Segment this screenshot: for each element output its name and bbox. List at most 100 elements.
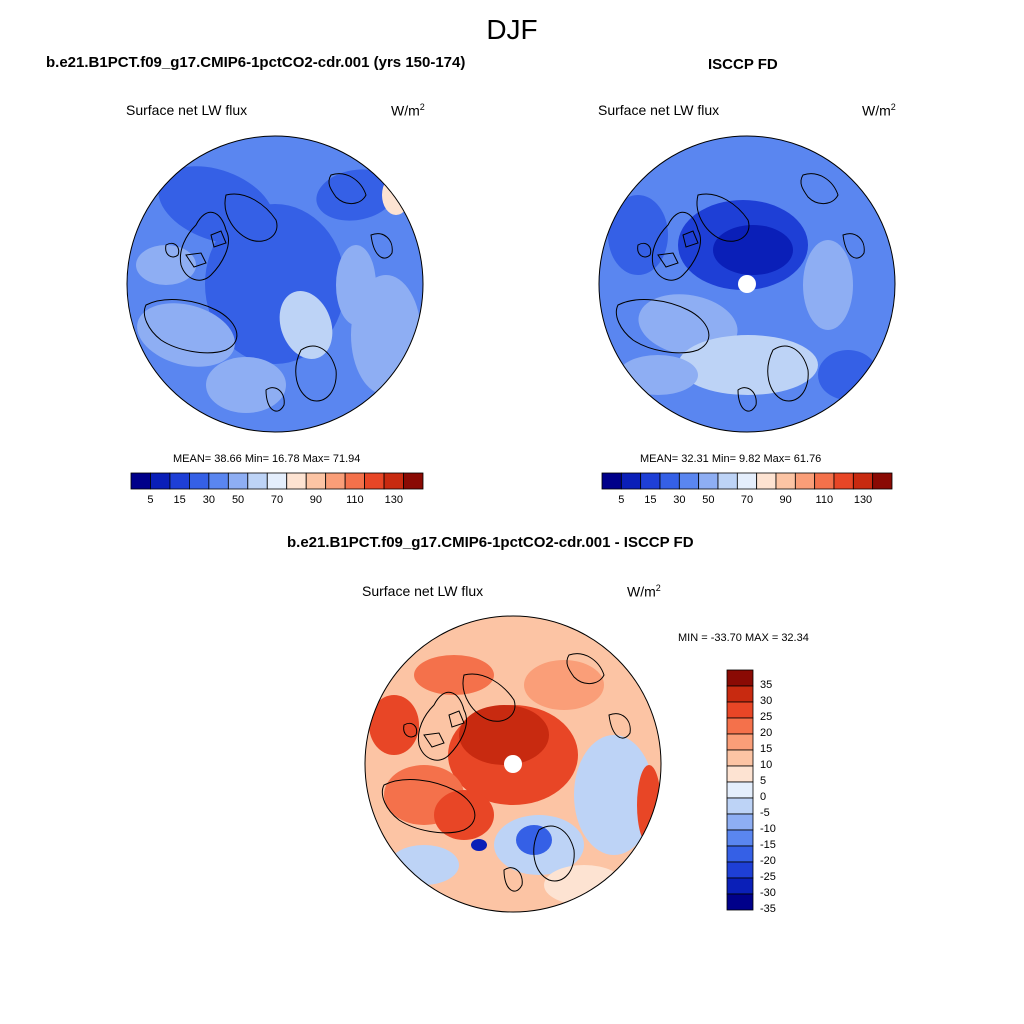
colorbar-swatch xyxy=(601,472,622,490)
colorbar-tick-label: 5 xyxy=(618,494,625,506)
coastline xyxy=(165,242,180,258)
map-boundary xyxy=(364,615,662,913)
colorbar-swatch xyxy=(130,472,151,490)
coastline xyxy=(566,653,605,684)
field-blob xyxy=(369,695,419,755)
field-blob xyxy=(434,790,494,840)
colorbar-swatch xyxy=(620,472,642,490)
coastline xyxy=(143,299,238,354)
coastline xyxy=(403,722,418,738)
colorbar-tick-label: 90 xyxy=(309,494,323,506)
coastline xyxy=(381,779,476,834)
colorbar-swatch xyxy=(305,472,327,490)
colorbar-tick-label: 0 xyxy=(760,791,767,803)
colorbar-swatch xyxy=(266,472,288,490)
colorbar-swatch xyxy=(726,717,754,735)
coastline xyxy=(224,193,278,242)
figure-title: DJF xyxy=(486,14,538,45)
coastline xyxy=(533,825,575,882)
coastline xyxy=(615,299,710,354)
diff-panel-title: b.e21.B1PCT.f09_g17.CMIP6-1pctCO2-cdr.00… xyxy=(287,534,694,551)
map-boundary xyxy=(126,135,424,433)
colorbar-tick-label: 30 xyxy=(673,494,686,506)
coastline xyxy=(210,230,227,248)
colorbar-tick-label: 50 xyxy=(702,494,715,506)
field-blob xyxy=(713,225,793,275)
colorbar-tick-label: 90 xyxy=(779,494,792,506)
pole-hole xyxy=(738,275,756,293)
coastline xyxy=(423,732,445,748)
colorbar-swatch xyxy=(775,472,796,490)
diff-colorbar-labels: 35 30 25 20 15 10 5 0 -5 -10 -15 -20 -25 -30 -35 xyxy=(760,670,800,915)
colorbar-swatch xyxy=(726,733,754,751)
colorbar-swatch xyxy=(726,877,754,895)
model-polar-map xyxy=(126,135,424,433)
field-blob xyxy=(803,240,853,330)
coastline xyxy=(462,673,516,722)
colorbar-swatch xyxy=(726,781,754,799)
model-unit-label: W/m2 xyxy=(391,102,425,119)
field-blob xyxy=(414,655,494,695)
coastline xyxy=(737,387,757,412)
colorbar-swatch xyxy=(344,472,365,490)
coastline xyxy=(696,193,750,242)
field-blob xyxy=(382,175,410,215)
colorbar-swatch xyxy=(189,472,210,490)
colorbar-swatch xyxy=(726,669,754,687)
field-blob xyxy=(137,303,235,367)
colorbar-swatch xyxy=(726,861,754,879)
colorbar-swatch xyxy=(726,829,754,847)
colorbar-tick-label: 5 xyxy=(147,494,154,506)
field-blob xyxy=(637,765,661,845)
coastline xyxy=(608,713,631,739)
colorbar-tick-label: 50 xyxy=(231,494,245,506)
colorbar-swatch xyxy=(794,472,816,490)
colorbar-swatch xyxy=(169,472,190,490)
colorbar-tick-label: 130 xyxy=(853,494,873,506)
coastline xyxy=(800,173,839,204)
coastline xyxy=(767,345,809,402)
field-blob xyxy=(158,166,274,244)
colorbar-swatch xyxy=(403,472,424,490)
colorbar-tick-label: -10 xyxy=(760,823,776,835)
colorbar-swatch xyxy=(247,472,268,490)
diff-stats: MIN = -33.70 MAX = 32.34 xyxy=(678,632,809,644)
colorbar-tick-label: 15 xyxy=(173,494,186,506)
coastline xyxy=(448,710,465,728)
colorbar-swatch xyxy=(286,472,307,490)
colorbar-swatch xyxy=(150,472,171,490)
field-blob xyxy=(316,169,396,221)
colorbar-tick-label: -20 xyxy=(760,855,776,867)
colorbar-swatch xyxy=(208,472,229,490)
field-blob xyxy=(574,735,654,855)
coastline xyxy=(682,230,699,248)
pole-hole xyxy=(504,755,522,773)
colorbar-tick-label: 10 xyxy=(760,759,773,771)
coastline xyxy=(842,233,865,259)
model-variable-label: Surface net LW flux xyxy=(126,102,248,118)
field-blob xyxy=(608,195,668,275)
model-panel-title: b.e21.B1PCT.f09_g17.CMIP6-1pctCO2-cdr.00… xyxy=(46,54,466,71)
obs-variable-label: Surface net LW flux xyxy=(598,102,720,118)
field-blob xyxy=(459,705,549,765)
colorbar-tick-label: -15 xyxy=(760,839,776,851)
colorbar-swatch xyxy=(726,813,754,831)
field-blob xyxy=(336,245,376,325)
obs-stats: MEAN= 32.31 Min= 9.82 Max= 61.76 xyxy=(640,453,822,465)
colorbar-tick-label: 15 xyxy=(644,494,657,506)
colorbar-swatch xyxy=(726,749,754,767)
obs-colorbar xyxy=(601,472,893,490)
colorbar-swatch xyxy=(756,472,777,490)
model-colorbar xyxy=(130,472,424,490)
colorbar-tick-label: 5 xyxy=(760,775,767,787)
obs-colorbar-labels: 5 15 30 50 70 90 110 130 xyxy=(602,494,892,508)
colorbar-swatch xyxy=(227,472,249,490)
coastline xyxy=(295,345,337,402)
coastline xyxy=(651,212,701,281)
colorbar-swatch xyxy=(726,893,754,911)
field-blob xyxy=(389,845,459,885)
colorbar-tick-label: 110 xyxy=(815,494,834,506)
coastline xyxy=(265,387,285,412)
colorbar-tick-label: 30 xyxy=(202,494,215,506)
colorbar-tick-label: -25 xyxy=(760,871,776,883)
